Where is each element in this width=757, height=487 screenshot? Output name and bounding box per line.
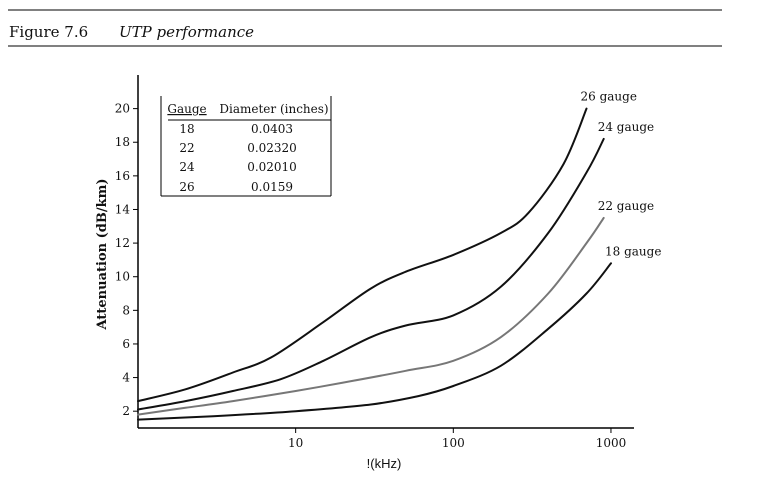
y-tick-label: 4 bbox=[122, 371, 130, 385]
series-labels: 26 gauge 24 gauge 22 gauge 18 gauge bbox=[581, 90, 662, 259]
data-point-24-gauge bbox=[603, 138, 605, 140]
series-line-26-gauge bbox=[137, 107, 588, 403]
figure-number: Figure 7.6 bbox=[9, 23, 88, 41]
data-point-18-gauge bbox=[547, 328, 549, 330]
data-point-22-gauge bbox=[603, 217, 605, 219]
data-point-24-gauge bbox=[184, 400, 187, 402]
data-point-26-gauge bbox=[370, 287, 372, 290]
data-point-26-gauge bbox=[270, 356, 272, 358]
gauge-table-cell-diameter: 0.02320 bbox=[247, 141, 297, 155]
x-tick-label: 100 bbox=[442, 436, 465, 450]
y-tick-label: 2 bbox=[122, 404, 130, 418]
gauge-table-cell-gauge: 26 bbox=[179, 180, 194, 194]
x-tick-label: 1000 bbox=[596, 436, 627, 450]
data-point-18-gauge bbox=[585, 292, 588, 295]
series-label-22-gauge: 22 gauge bbox=[598, 199, 654, 213]
data-point-24-gauge bbox=[500, 286, 502, 288]
series-group bbox=[137, 107, 612, 421]
y-tick-label: 18 bbox=[115, 135, 130, 149]
x-ticks: 10 100 1000 bbox=[288, 428, 626, 450]
gauge-table-cell-diameter: 0.0159 bbox=[251, 180, 293, 194]
y-tick-label: 6 bbox=[122, 337, 130, 351]
gauge-table-header-gauge: Gauge bbox=[167, 102, 206, 116]
y-tick-label: 20 bbox=[115, 102, 130, 116]
x-axis-label: !(kHz) bbox=[367, 456, 402, 471]
gauge-table-cell-diameter: 0.02010 bbox=[247, 160, 297, 174]
data-point-22-gauge bbox=[342, 382, 344, 384]
data-point-26-gauge bbox=[527, 212, 530, 214]
y-axis-label: Attenuation (dB/km) bbox=[95, 179, 110, 331]
data-point-24-gauge bbox=[137, 408, 139, 411]
series-line-24-gauge bbox=[137, 137, 605, 411]
data-point-26-gauge bbox=[137, 400, 139, 402]
data-point-18-gauge bbox=[212, 415, 214, 417]
x-tick-label: 10 bbox=[288, 436, 303, 450]
gauge-table-header-diameter: Diameter (inches) bbox=[219, 102, 328, 116]
figure-caption: UTP performance bbox=[119, 23, 254, 41]
data-point-24-gauge bbox=[279, 378, 281, 380]
data-point-24-gauge bbox=[547, 232, 549, 234]
data-point-18-gauge bbox=[417, 395, 419, 397]
series-line-22-gauge bbox=[137, 216, 605, 416]
y-tick-label: 16 bbox=[115, 169, 130, 183]
data-point-22-gauge bbox=[137, 414, 139, 416]
data-point-26-gauge bbox=[184, 388, 187, 390]
data-point-22-gauge bbox=[184, 407, 187, 409]
data-point-18-gauge bbox=[370, 403, 372, 406]
data-point-18-gauge bbox=[610, 262, 612, 264]
gauge-table-cell-gauge: 18 bbox=[179, 122, 194, 136]
data-point-22-gauge bbox=[547, 292, 549, 295]
data-point-24-gauge bbox=[405, 324, 407, 327]
data-point-24-gauge bbox=[585, 171, 588, 174]
y-tick-label: 14 bbox=[115, 202, 131, 216]
data-point-26-gauge bbox=[405, 271, 407, 273]
data-point-22-gauge bbox=[585, 242, 588, 244]
y-tick-label: 12 bbox=[115, 236, 130, 250]
series-label-26-gauge: 26 gauge bbox=[581, 90, 637, 104]
data-point-24-gauge bbox=[370, 336, 372, 338]
series-label-24-gauge: 24 gauge bbox=[598, 120, 654, 134]
data-point-24-gauge bbox=[452, 314, 454, 316]
data-point-26-gauge bbox=[585, 108, 588, 110]
data-point-22-gauge bbox=[452, 360, 454, 362]
data-point-18-gauge bbox=[295, 410, 297, 412]
data-point-26-gauge bbox=[452, 254, 454, 256]
gauge-table-cell-gauge: 22 bbox=[179, 141, 194, 155]
data-point-26-gauge bbox=[232, 371, 234, 374]
data-point-18-gauge bbox=[452, 385, 454, 387]
series-line-18-gauge bbox=[137, 262, 612, 421]
data-point-22-gauge bbox=[232, 400, 234, 402]
y-ticks: 2 4 6 8 10 12 14 16 18 20 bbox=[115, 102, 138, 418]
series-label-18-gauge: 18 gauge bbox=[605, 244, 661, 258]
data-point-22-gauge bbox=[405, 370, 407, 372]
y-tick-label: 10 bbox=[115, 270, 130, 284]
y-tick-label: 8 bbox=[122, 303, 130, 317]
data-point-26-gauge bbox=[322, 321, 324, 323]
gauge-table-cell-diameter: 0.0403 bbox=[251, 122, 293, 136]
data-point-22-gauge bbox=[295, 390, 297, 392]
data-point-18-gauge bbox=[137, 419, 139, 421]
gauge-table-cell-gauge: 24 bbox=[179, 160, 195, 174]
data-point-18-gauge bbox=[500, 365, 502, 367]
gauge-table: Gauge Diameter (inches) 18 0.0403 22 0.0… bbox=[160, 96, 332, 197]
data-point-22-gauge bbox=[500, 336, 502, 338]
data-point-24-gauge bbox=[232, 390, 234, 392]
data-point-24-gauge bbox=[322, 360, 324, 362]
data-point-26-gauge bbox=[562, 163, 565, 165]
data-point-26-gauge bbox=[500, 232, 502, 234]
